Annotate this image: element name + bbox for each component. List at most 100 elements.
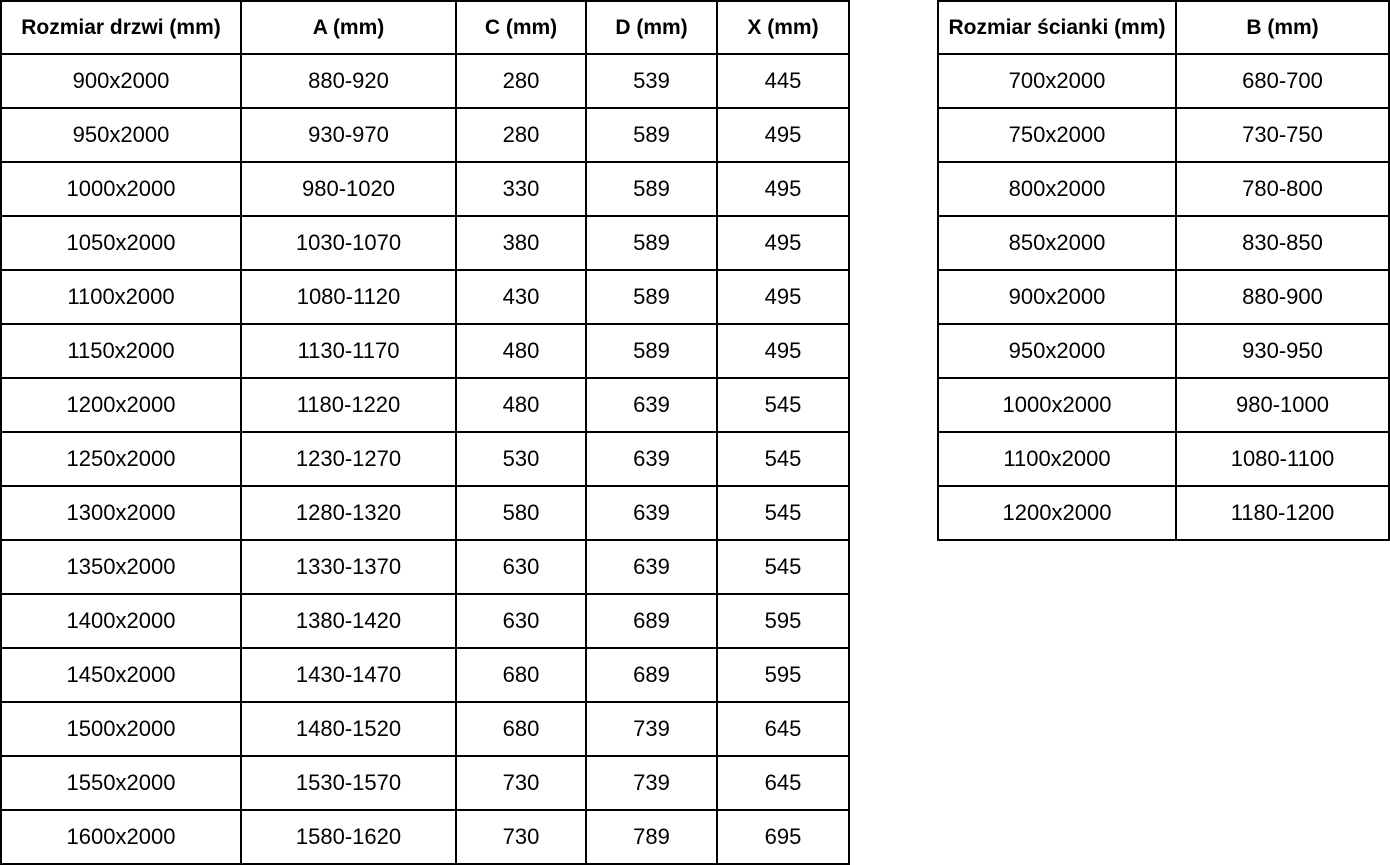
header-b-mm: B (mm) [1175, 0, 1390, 55]
header-a-mm: A (mm) [240, 0, 457, 55]
table-row: 700x2000 680-700 [937, 53, 1390, 109]
table-cell: 1530-1570 [240, 755, 457, 811]
table-cell: 630 [455, 593, 587, 649]
table-cell: 1250x2000 [0, 431, 242, 487]
table-cell: 595 [716, 647, 850, 703]
door-sizes-table: Rozmiar drzwi (mm) A (mm) C (mm) D (mm) … [0, 0, 850, 865]
table-cell: 980-1020 [240, 161, 457, 217]
table-header-row: Rozmiar drzwi (mm) A (mm) C (mm) D (mm) … [0, 0, 850, 55]
table-row: 950x2000 930-950 [937, 323, 1390, 379]
table-cell: 750x2000 [937, 107, 1177, 163]
table-cell: 1100x2000 [0, 269, 242, 325]
table-cell: 1150x2000 [0, 323, 242, 379]
table-cell: 280 [455, 107, 587, 163]
table-cell: 1080-1100 [1175, 431, 1390, 487]
header-d-mm: D (mm) [585, 0, 718, 55]
table-cell: 1480-1520 [240, 701, 457, 757]
table-row: 1000x2000 980-1000 [937, 377, 1390, 433]
table-cell: 495 [716, 269, 850, 325]
table-cell: 539 [585, 53, 718, 109]
table-cell: 950x2000 [0, 107, 242, 163]
table-row: 1200x2000 1180-1220 480 639 545 [0, 377, 850, 433]
table-cell: 1000x2000 [0, 161, 242, 217]
table-cell: 680-700 [1175, 53, 1390, 109]
table-cell: 1380-1420 [240, 593, 457, 649]
table-cell: 495 [716, 161, 850, 217]
table-row: 800x2000 780-800 [937, 161, 1390, 217]
table-cell: 695 [716, 809, 850, 865]
header-x-mm: X (mm) [716, 0, 850, 55]
table-cell: 380 [455, 215, 587, 271]
table-row: 1550x2000 1530-1570 730 739 645 [0, 755, 850, 811]
table-row: 900x2000 880-920 280 539 445 [0, 53, 850, 109]
table-cell: 589 [585, 323, 718, 379]
table-cell: 850x2000 [937, 215, 1177, 271]
table-row: 1150x2000 1130-1170 480 589 495 [0, 323, 850, 379]
table-cell: 589 [585, 161, 718, 217]
table-row: 1300x2000 1280-1320 580 639 545 [0, 485, 850, 541]
table-cell: 800x2000 [937, 161, 1177, 217]
table-cell: 880-920 [240, 53, 457, 109]
table-cell: 1550x2000 [0, 755, 242, 811]
table-cell: 545 [716, 539, 850, 595]
table-cell: 1000x2000 [937, 377, 1177, 433]
table-cell: 789 [585, 809, 718, 865]
table-cell: 1080-1120 [240, 269, 457, 325]
table-cell: 680 [455, 701, 587, 757]
table-cell: 639 [585, 377, 718, 433]
table-cell: 280 [455, 53, 587, 109]
table-cell: 480 [455, 377, 587, 433]
table-row: 1600x2000 1580-1620 730 789 695 [0, 809, 850, 865]
table-cell: 480 [455, 323, 587, 379]
table-row: 1200x2000 1180-1200 [937, 485, 1390, 541]
table-cell: 1330-1370 [240, 539, 457, 595]
table-row: 900x2000 880-900 [937, 269, 1390, 325]
table-cell: 530 [455, 431, 587, 487]
table-cell: 739 [585, 755, 718, 811]
table-cell: 589 [585, 107, 718, 163]
table-row: 1100x2000 1080-1120 430 589 495 [0, 269, 850, 325]
table-cell: 930-970 [240, 107, 457, 163]
table-cell: 1100x2000 [937, 431, 1177, 487]
table-row: 1400x2000 1380-1420 630 689 595 [0, 593, 850, 649]
table-row: 1450x2000 1430-1470 680 689 595 [0, 647, 850, 703]
table-cell: 689 [585, 593, 718, 649]
table-cell: 1500x2000 [0, 701, 242, 757]
table-cell: 900x2000 [937, 269, 1177, 325]
table-cell: 830-850 [1175, 215, 1390, 271]
table-cell: 1200x2000 [0, 377, 242, 433]
table-cell: 1280-1320 [240, 485, 457, 541]
table-cell: 330 [455, 161, 587, 217]
table-cell: 639 [585, 485, 718, 541]
table-cell: 950x2000 [937, 323, 1177, 379]
table-cell: 1180-1220 [240, 377, 457, 433]
table-row: 1350x2000 1330-1370 630 639 545 [0, 539, 850, 595]
table-cell: 689 [585, 647, 718, 703]
header-c-mm: C (mm) [455, 0, 587, 55]
table-cell: 1180-1200 [1175, 485, 1390, 541]
table-cell: 1580-1620 [240, 809, 457, 865]
table-cell: 1300x2000 [0, 485, 242, 541]
table-cell: 880-900 [1175, 269, 1390, 325]
table-cell: 495 [716, 107, 850, 163]
table-cell: 445 [716, 53, 850, 109]
table-row: 1100x2000 1080-1100 [937, 431, 1390, 487]
table-cell: 645 [716, 701, 850, 757]
table-cell: 495 [716, 215, 850, 271]
table-cell: 730 [455, 809, 587, 865]
table-cell: 1050x2000 [0, 215, 242, 271]
table-row: 850x2000 830-850 [937, 215, 1390, 271]
table-row: 1500x2000 1480-1520 680 739 645 [0, 701, 850, 757]
table-cell: 1350x2000 [0, 539, 242, 595]
table-cell: 980-1000 [1175, 377, 1390, 433]
table-cell: 430 [455, 269, 587, 325]
table-cell: 495 [716, 323, 850, 379]
header-rozmiar-drzwi: Rozmiar drzwi (mm) [0, 0, 242, 55]
table-cell: 589 [585, 215, 718, 271]
table-row: 950x2000 930-970 280 589 495 [0, 107, 850, 163]
table-row: 750x2000 730-750 [937, 107, 1390, 163]
table-cell: 730-750 [1175, 107, 1390, 163]
table-cell: 1030-1070 [240, 215, 457, 271]
table-cell: 739 [585, 701, 718, 757]
table-cell: 545 [716, 377, 850, 433]
